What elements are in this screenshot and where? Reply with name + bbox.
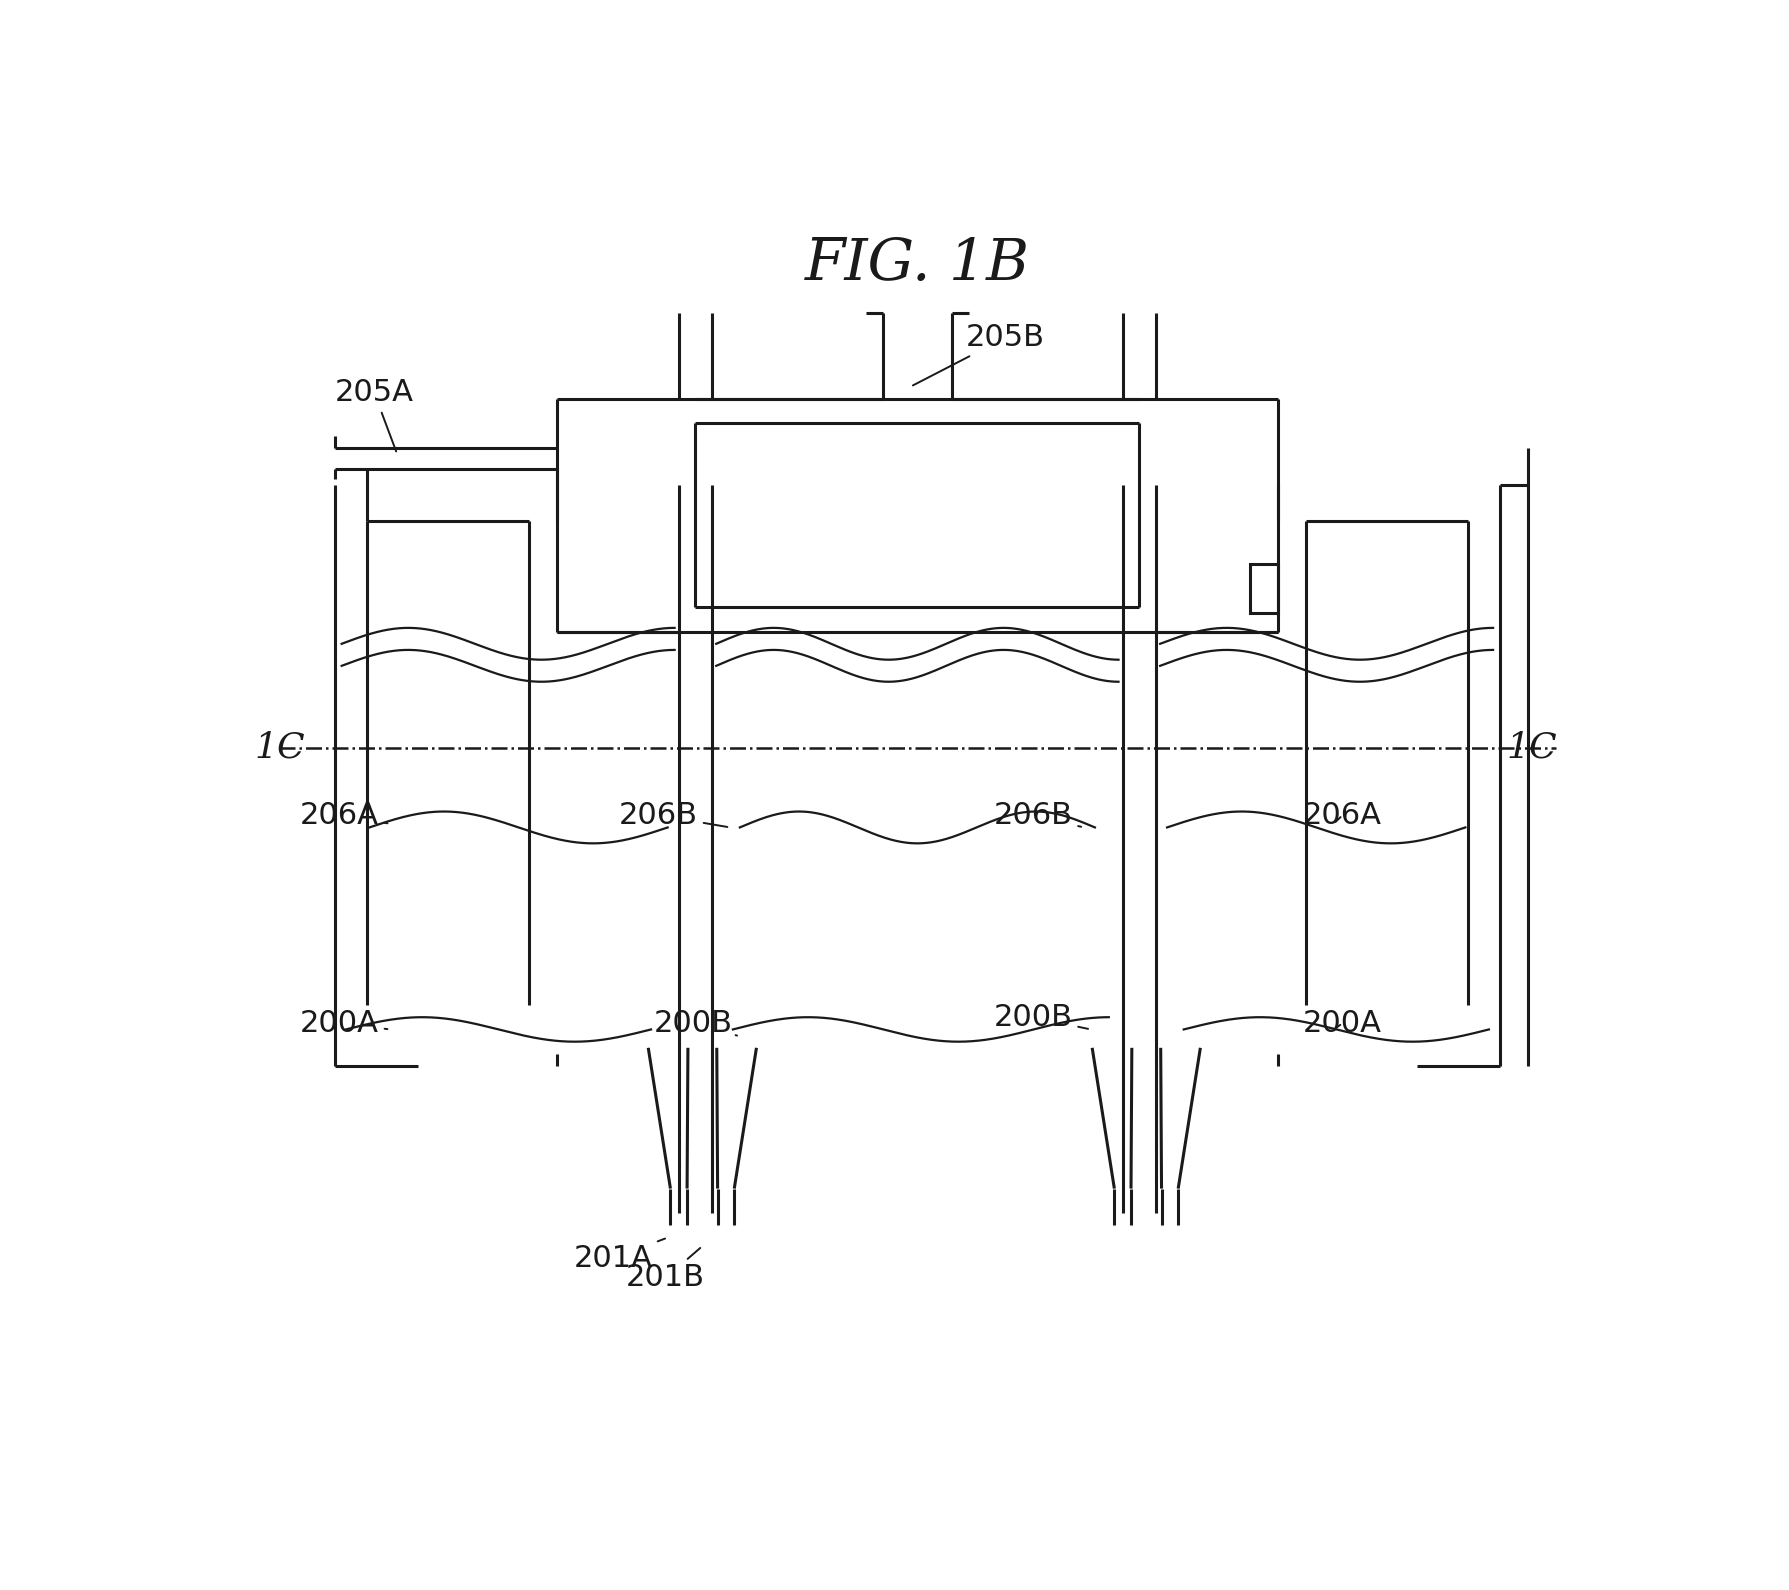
Text: 1C: 1C xyxy=(1506,731,1556,765)
Text: 1C: 1C xyxy=(254,731,304,765)
Text: 200A: 200A xyxy=(301,1008,386,1038)
Text: 200B: 200B xyxy=(993,1003,1088,1032)
Text: 200A: 200A xyxy=(1302,1008,1381,1038)
Text: 206B: 206B xyxy=(619,801,726,830)
Text: 201A: 201A xyxy=(572,1239,666,1274)
Text: 206A: 206A xyxy=(1302,801,1381,830)
Text: 205A: 205A xyxy=(335,378,413,452)
Text: 201B: 201B xyxy=(626,1248,705,1293)
Text: 206A: 206A xyxy=(301,801,386,830)
Text: FIG. 1B: FIG. 1B xyxy=(805,235,1029,293)
Text: 200B: 200B xyxy=(653,1008,737,1038)
Text: 206B: 206B xyxy=(993,801,1081,830)
Bar xyxy=(1249,564,1277,614)
Text: 205B: 205B xyxy=(912,323,1045,385)
